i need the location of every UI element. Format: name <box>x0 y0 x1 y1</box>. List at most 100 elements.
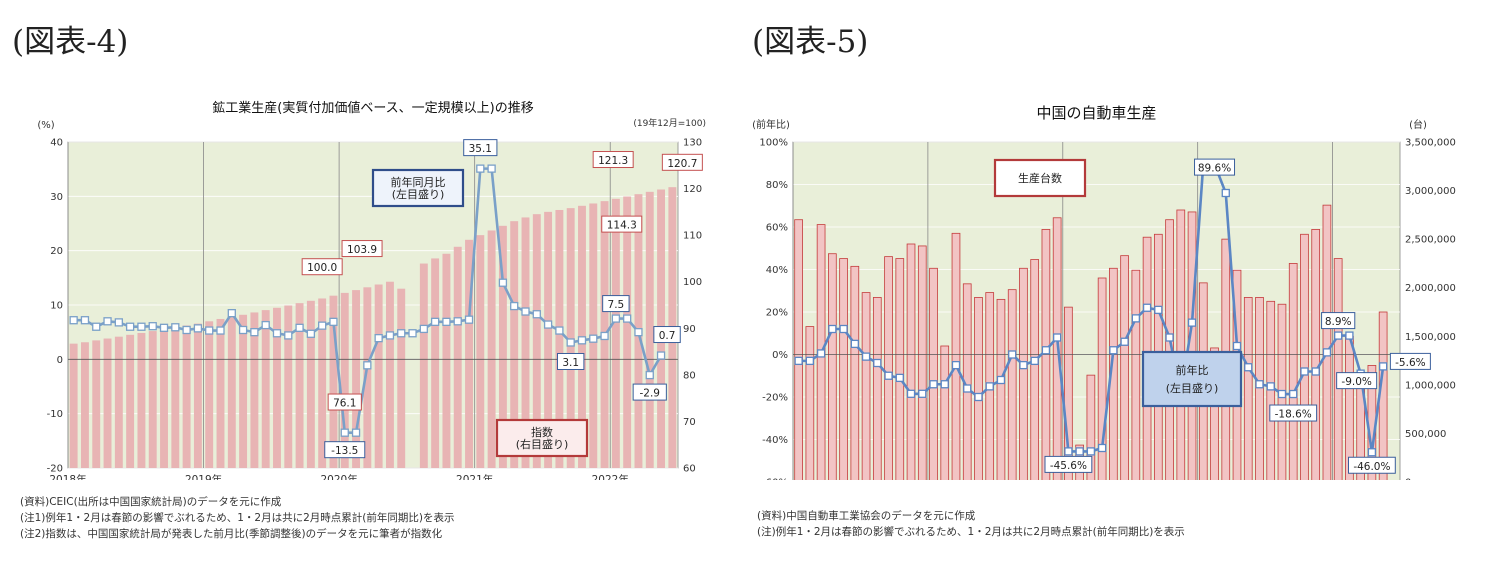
bar-callout-box <box>993 158 1087 198</box>
bar-47 <box>1322 204 1332 483</box>
bar-1 <box>805 326 815 483</box>
right-tick-label: 1,500,000 <box>1405 332 1456 343</box>
line-marker-15 <box>238 325 248 335</box>
line-marker-28 <box>1109 346 1118 355</box>
line-marker-19 <box>1008 350 1017 359</box>
line-marker-44 <box>1289 389 1298 399</box>
bar-8 <box>160 329 168 468</box>
bar-5 <box>850 265 860 483</box>
line-label-box <box>653 326 681 344</box>
line-marker-48 <box>611 314 621 323</box>
line-marker-33 <box>442 317 451 326</box>
line-marker-43 <box>555 326 564 335</box>
chart-title: 鉱工業生産(実質付加価値ベース、一定規模以上)の推移 <box>212 100 534 116</box>
line-marker-28 <box>385 331 395 340</box>
line-marker-39 <box>1232 341 1242 351</box>
line-callout-text: 前年同月比 <box>391 175 446 189</box>
line-marker-3 <box>103 317 112 326</box>
line-marker-1 <box>80 316 90 325</box>
line-marker-51 <box>1367 448 1377 457</box>
bar-3 <box>828 253 837 483</box>
left-tick-label: 10 <box>50 301 63 312</box>
bar-32 <box>431 258 440 468</box>
line-label-box <box>632 383 667 401</box>
line-marker-8 <box>884 371 893 380</box>
line-marker-22 <box>1041 346 1051 355</box>
bar-10 <box>906 243 916 483</box>
bar-34 <box>453 246 462 468</box>
line-label: 89.6% <box>1198 163 1231 175</box>
line-marker-9 <box>895 373 904 383</box>
line-marker-40 <box>1244 363 1253 372</box>
bar-13 <box>940 345 950 483</box>
left-tick-label: -40% <box>762 435 788 446</box>
bar-38 <box>498 225 507 468</box>
bar-7 <box>148 331 157 468</box>
left-tick-label: 60% <box>766 223 788 234</box>
bar-41 <box>532 214 541 468</box>
line-marker-17 <box>985 382 994 391</box>
bar-44 <box>566 208 575 468</box>
line-label: -13.5 <box>331 445 358 457</box>
line-marker-39 <box>510 301 519 311</box>
right-tick-label: 2,500,000 <box>1405 235 1456 246</box>
line-marker-21 <box>306 329 316 338</box>
line-marker-43 <box>1277 389 1287 399</box>
line-marker-0 <box>794 356 803 366</box>
bar-48 <box>611 198 620 468</box>
fig5-note-source: (資料)中国自動車工業協会のデータを元に作成 <box>757 510 976 522</box>
bar-44 <box>1288 263 1298 483</box>
line-marker-10 <box>906 389 916 398</box>
line-marker-4 <box>839 324 848 334</box>
line-marker-11 <box>918 389 927 398</box>
bar-24 <box>340 292 349 468</box>
bar-label: 120.7 <box>667 158 697 170</box>
industrial-production-svg: 鉱工業生産(実質付加価値ベース、一定規模以上)の推移403020100-10-2… <box>37 100 706 486</box>
line-marker-49 <box>1345 331 1354 340</box>
line-marker-18 <box>272 329 282 338</box>
line-marker-26 <box>1086 447 1096 456</box>
line-marker-19 <box>284 331 293 340</box>
line-label-box <box>463 139 498 157</box>
bar-6 <box>861 292 871 483</box>
bar-label: 100.0 <box>307 262 337 274</box>
line-marker-3 <box>828 324 837 334</box>
figure4-heading: (図表-4) <box>12 24 129 60</box>
line-callout-box <box>371 168 465 208</box>
line-label-box <box>324 441 366 459</box>
bar-14 <box>951 232 961 483</box>
bar-11 <box>193 323 202 468</box>
right-tick-label: 100 <box>683 277 702 288</box>
line-marker-6 <box>137 322 146 331</box>
bar-34 <box>1176 209 1186 483</box>
line-marker-49 <box>623 314 632 323</box>
bar-11 <box>917 245 927 483</box>
left-tick-label: 0% <box>772 350 788 361</box>
line-marker-29 <box>1120 337 1129 346</box>
bar-43 <box>555 209 564 468</box>
auto-production-svg: 中国の自動車生産 100% 80% 60% 40% 20% 0% -20% -40% -60% 3,… <box>752 104 1456 500</box>
line-label: -46.0% <box>1353 461 1390 473</box>
right-tick-label: 90 <box>683 324 696 335</box>
line-marker-20 <box>295 323 304 332</box>
left-tick-label: -20% <box>762 393 788 404</box>
x-tick-label: 2018年 <box>49 473 86 480</box>
right-axis-unit: (台) <box>1409 118 1427 131</box>
bar-4 <box>114 336 123 468</box>
line-marker-52 <box>1378 362 1388 371</box>
bar-9 <box>895 258 905 483</box>
x-tick-label: 2019年 <box>185 473 222 480</box>
bar-label-box <box>661 153 703 171</box>
right-tick-label: 2,000,000 <box>1405 283 1456 294</box>
fig5-note-1: (注)例年1・2月は春節の影響でぶれるため、1・2月は共に2月時点累計(前年同期… <box>757 526 1185 538</box>
line-marker-25 <box>351 428 361 437</box>
right-tick-label: 70 <box>683 417 696 428</box>
line-marker-31 <box>419 324 428 334</box>
left-tick-label: 100% <box>759 138 788 149</box>
left-tick-label: 0 <box>57 355 63 366</box>
line-marker-48 <box>1334 331 1343 340</box>
bar-36 <box>476 235 485 468</box>
left-tick-label: 30 <box>50 192 63 203</box>
line-marker-46 <box>1311 367 1320 376</box>
bar-callout-text: 生産台数 <box>1018 171 1062 185</box>
